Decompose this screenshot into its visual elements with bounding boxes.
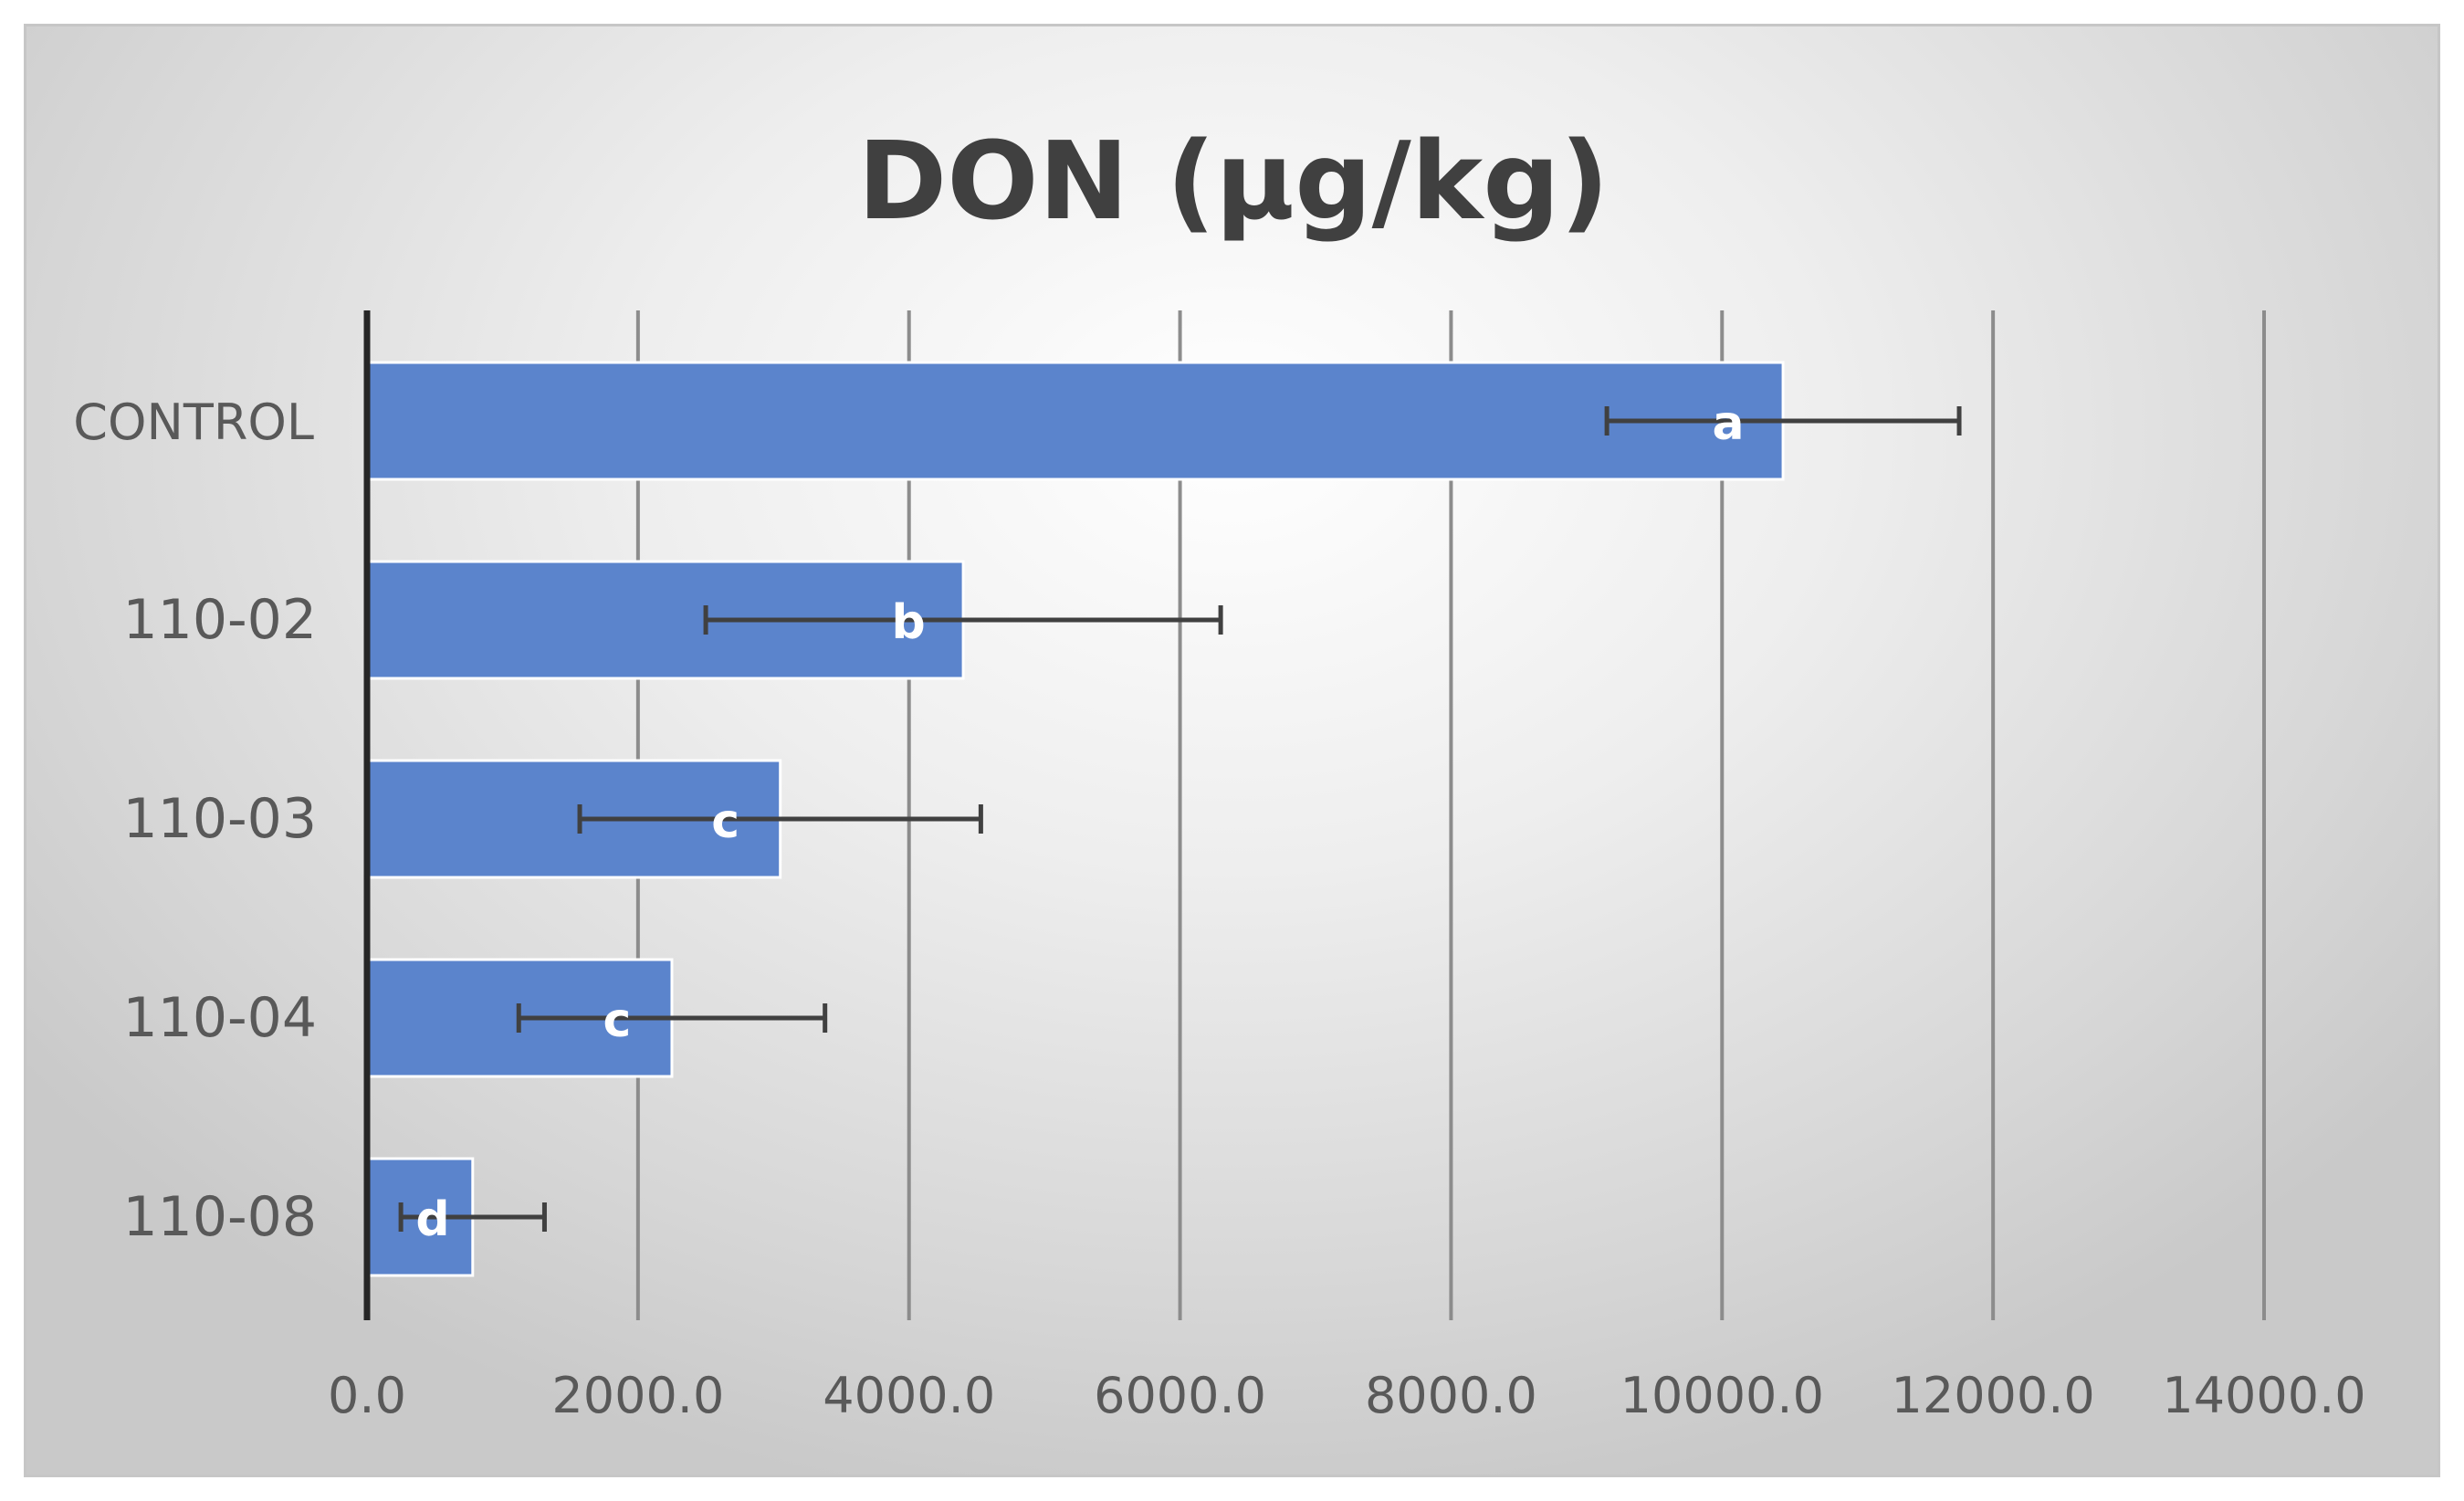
x-tick-label: 14000.0: [2162, 1367, 2365, 1424]
category-label: 110-04: [122, 986, 317, 1050]
category-labels: CONTROL 110-02 110-03 110-04 110-08: [73, 394, 317, 1249]
x-tick-label: 6000.0: [1094, 1367, 1266, 1424]
x-tick-label: 10000.0: [1620, 1367, 1824, 1424]
chart-plot: DON (µg/kg) a b c c d CONTROL 110-02 110-03 110…: [73, 118, 2366, 1424]
significance-letter: c: [711, 794, 739, 849]
significance-letter: a: [1713, 396, 1745, 451]
x-tick-label: 12000.0: [1891, 1367, 2094, 1424]
x-tick-label: 2000.0: [551, 1367, 724, 1424]
chart-title: DON (µg/kg): [857, 118, 1609, 244]
bar: [365, 361, 1785, 481]
significance-letter: d: [415, 1192, 449, 1247]
significance-letter: b: [891, 595, 925, 650]
category-label: 110-08: [122, 1185, 317, 1249]
x-tick-label: 0.0: [328, 1367, 406, 1424]
bar-annotations: a b c c d: [415, 396, 1744, 1247]
category-label: CONTROL: [73, 394, 314, 451]
significance-letter: c: [603, 993, 632, 1048]
chart-area: DON (µg/kg) a b c c d CONTROL 110-02 110-03 110…: [24, 24, 2440, 1477]
error-bars: [398, 406, 1962, 1232]
x-tick-label: 8000.0: [1365, 1367, 1537, 1424]
x-tick-label: 4000.0: [823, 1367, 995, 1424]
category-label: 110-03: [122, 787, 317, 851]
x-tick-labels: 0.0 2000.0 4000.0 6000.0 8000.0 10000.0 12000.…: [328, 1367, 2366, 1424]
category-label: 110-02: [122, 588, 317, 652]
